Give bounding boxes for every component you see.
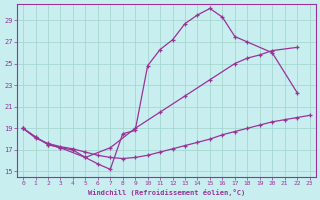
X-axis label: Windchill (Refroidissement éolien,°C): Windchill (Refroidissement éolien,°C) (88, 189, 245, 196)
